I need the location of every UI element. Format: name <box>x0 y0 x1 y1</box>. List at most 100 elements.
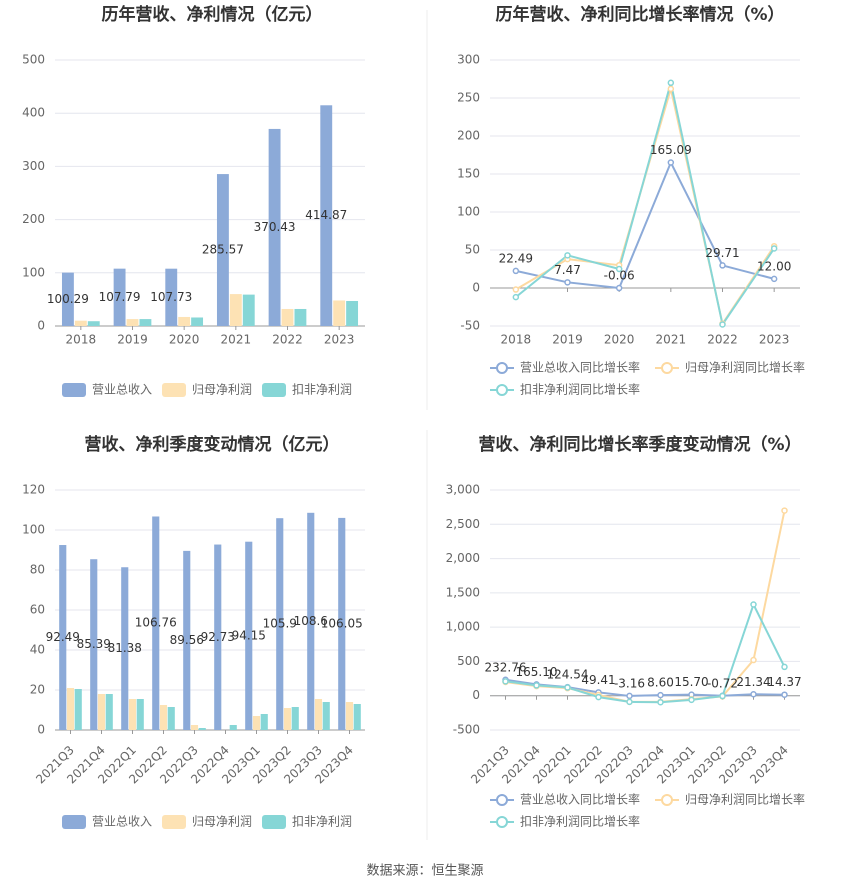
x-tick-label: 2021 <box>221 333 252 347</box>
y-tick-label: 1,500 <box>446 585 480 599</box>
y-tick-label: 150 <box>457 167 480 181</box>
value-label: 85.39 <box>77 637 111 651</box>
legend-label: 扣非净利润同比增长率 <box>520 382 640 397</box>
x-tick-label: 2020 <box>169 333 200 347</box>
bar <box>178 316 191 326</box>
y-tick-label: 400 <box>22 106 45 120</box>
bar <box>105 694 113 730</box>
x-tick-label: 2023 <box>324 333 355 347</box>
value-label: 107.73 <box>150 290 192 304</box>
y-tick-label: 0 <box>472 281 480 295</box>
x-tick-label: 2018 <box>501 333 532 347</box>
y-tick-label: 100 <box>22 523 45 537</box>
bar <box>121 567 129 730</box>
bar <box>136 699 144 730</box>
bar <box>74 689 82 730</box>
x-tick-label: 2020 <box>604 333 635 347</box>
legend-marker <box>496 794 508 806</box>
line <box>515 160 775 290</box>
legend-marker <box>496 384 508 396</box>
value-label: -0.06 <box>604 269 635 283</box>
value-label: 106.05 <box>321 616 363 630</box>
bar <box>229 725 237 730</box>
line <box>505 601 786 704</box>
bar <box>245 541 253 730</box>
y-tick-label: 60 <box>30 603 45 617</box>
marker <box>667 79 675 87</box>
bar <box>281 308 294 326</box>
x-tick-label: 2022 <box>707 333 738 347</box>
bar <box>87 321 100 326</box>
bar <box>139 319 152 326</box>
y-tick-label: 500 <box>457 654 480 668</box>
bar <box>322 702 330 730</box>
marker <box>719 262 726 269</box>
value-label: -3.16 <box>614 676 645 690</box>
y-tick-label: 0 <box>472 688 480 702</box>
marker <box>750 601 757 608</box>
marker <box>719 321 726 328</box>
legend-marker <box>661 362 673 374</box>
bar <box>320 105 333 327</box>
value-label: 12.00 <box>757 259 791 273</box>
bar <box>242 294 255 326</box>
marker <box>750 656 757 664</box>
marker <box>564 684 571 691</box>
bar <box>260 714 268 730</box>
marker <box>626 692 633 700</box>
bar <box>66 688 75 730</box>
legend-swatch <box>62 815 86 829</box>
y-tick-label: -50 <box>460 319 480 333</box>
y-tick-label: 1,000 <box>446 620 480 634</box>
value-label: 92.49 <box>46 630 80 644</box>
legend-label: 营业总收入 <box>92 383 152 397</box>
bar <box>61 272 74 326</box>
marker <box>512 267 520 275</box>
legend-label: 营业总收入同比增长率 <box>520 792 640 807</box>
marker <box>615 284 623 292</box>
y-tick-label: 120 <box>22 483 45 497</box>
bar <box>346 300 359 326</box>
y-tick-label: 0 <box>37 723 45 737</box>
legend-label: 扣非净利润同比增长率 <box>520 814 640 829</box>
bar <box>113 268 126 326</box>
marker <box>781 691 788 698</box>
y-tick-label: 100 <box>22 265 45 279</box>
bar <box>294 308 307 326</box>
value-label: 29.71 <box>705 246 739 260</box>
y-tick-label: 20 <box>30 683 45 697</box>
value-label: 106.76 <box>135 616 177 630</box>
bar <box>307 512 315 730</box>
bar <box>159 705 168 730</box>
chart-title: 营收、净利季度变动情况（亿元） <box>85 434 340 455</box>
marker <box>564 252 571 259</box>
bar <box>167 707 175 730</box>
x-tick-label: 2021 <box>656 333 687 347</box>
value-label: 94.15 <box>232 628 266 642</box>
legend-swatch <box>162 815 186 829</box>
x-tick-label: 2019 <box>117 333 148 347</box>
chart-title: 营收、净利同比增长率季度变动情况（%） <box>478 434 801 455</box>
y-tick-label: 80 <box>30 563 45 577</box>
marker <box>512 293 520 301</box>
marker <box>719 692 726 700</box>
value-label: 49.41 <box>581 673 615 687</box>
bar <box>314 699 323 730</box>
bar <box>291 707 299 730</box>
legend-swatch <box>62 383 86 397</box>
y-tick-label: 200 <box>457 129 480 143</box>
bar <box>183 550 191 730</box>
x-tick-label: 2018 <box>66 333 97 347</box>
y-tick-label: -500 <box>453 723 480 737</box>
value-label: -0.72 <box>707 676 738 690</box>
chart-title: 历年营收、净利情况（亿元） <box>102 4 323 25</box>
bar <box>90 559 98 730</box>
marker <box>626 698 633 706</box>
x-tick-label: 2023 <box>759 333 790 347</box>
x-tick-label: 2019 <box>552 333 583 347</box>
bar <box>276 518 284 730</box>
marker <box>750 691 757 698</box>
marker <box>615 265 623 273</box>
marker <box>781 507 788 514</box>
